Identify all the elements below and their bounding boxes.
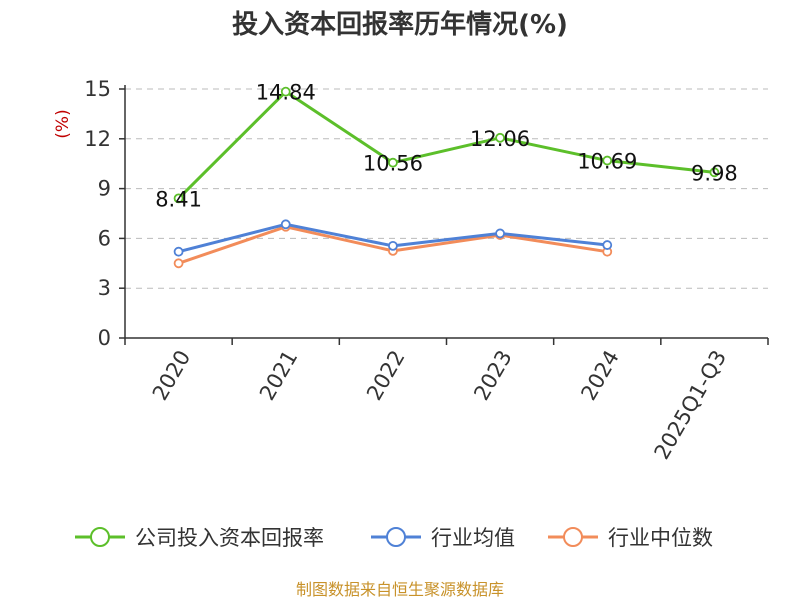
legend-label: 行业中位数 <box>608 526 713 550</box>
data-label: 10.69 <box>577 150 637 174</box>
x-tick-label: 2021 <box>255 346 303 404</box>
legend-label: 公司投入资本回报率 <box>135 526 324 550</box>
data-label: 9.98 <box>691 161 738 185</box>
data-point <box>173 258 184 269</box>
series-lines <box>173 86 720 269</box>
legend-marker <box>90 527 110 547</box>
y-tick-label: 15 <box>84 77 111 101</box>
data-label: 10.56 <box>363 152 423 176</box>
data-label: 8.41 <box>155 187 202 211</box>
grid-lines <box>125 88 768 289</box>
chart-title: 投入资本回报率历年情况(%) <box>232 10 568 40</box>
series-line <box>177 90 715 200</box>
data-point <box>173 246 184 257</box>
y-tick-label: 9 <box>98 177 111 201</box>
x-tick-label: 2024 <box>576 346 624 404</box>
y-tick-label: 3 <box>98 276 111 300</box>
data-point <box>388 240 398 251</box>
data-point <box>602 155 613 166</box>
legend-label: 行业均值 <box>431 526 515 550</box>
data-point <box>388 157 398 168</box>
y-tick-label: 0 <box>98 326 111 350</box>
x-tick-label: 2022 <box>362 346 410 404</box>
y-tick-label: 12 <box>84 127 111 151</box>
data-point <box>495 132 505 143</box>
y-axis-label: (%) <box>53 109 73 138</box>
legend-marker <box>563 527 583 547</box>
axes: 0 3 6 9 12 15 2020 2021 2022 2023 2024 2025Q1-Q3 (%) <box>53 77 769 463</box>
data-labels: 8.41 14.84 10.56 12.06 10.69 9.98 <box>155 81 738 212</box>
data-point <box>602 240 613 250</box>
legend-marker <box>386 527 406 547</box>
x-tick-label: 2025Q1-Q3 <box>650 346 732 463</box>
y-tick-label: 6 <box>98 226 111 250</box>
x-tick-label: 2020 <box>148 346 196 404</box>
source-note: 制图数据来自恒生聚源数据库 <box>295 580 504 599</box>
data-point <box>280 219 291 230</box>
data-point <box>709 167 720 178</box>
x-tick-label: 2023 <box>469 346 517 404</box>
data-point <box>173 193 184 204</box>
data-label: 14.84 <box>256 81 316 105</box>
data-label: 12.06 <box>470 127 530 151</box>
legend: 公司投入资本回报率 行业均值 行业中位数 <box>75 526 713 550</box>
data-point <box>495 228 505 239</box>
data-point <box>280 86 291 97</box>
